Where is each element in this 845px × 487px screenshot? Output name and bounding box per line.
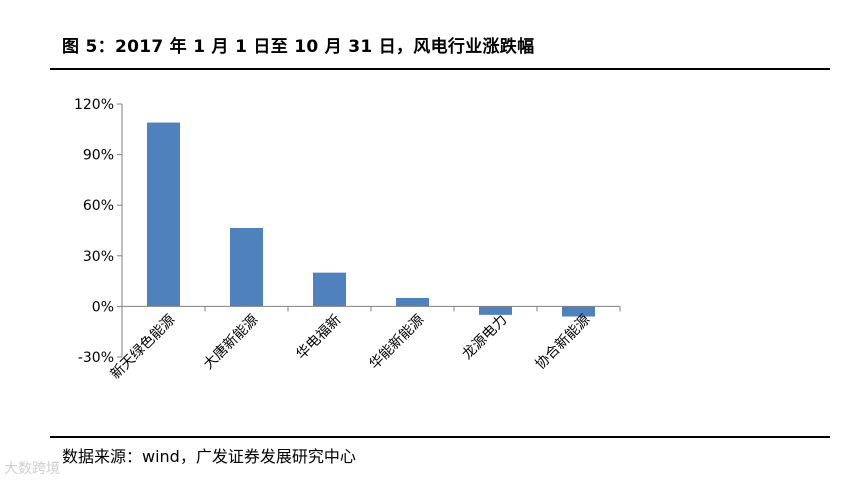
y-tick-label: 30% [83,249,114,265]
y-tick-label: 90% [83,148,114,164]
axes [121,104,621,357]
source-divider [50,436,830,438]
chart-title: 图 5：2017 年 1 月 1 日至 10 月 31 日，风电行业涨跌幅 [62,37,535,57]
y-tick-label: 60% [83,198,114,214]
bar-2 [230,227,263,307]
bars [147,122,595,317]
bar-5 [479,306,512,315]
title-divider [50,68,830,70]
bar-4 [396,297,429,307]
y-axis-ticks: -30% 0% 30% 60% 90% 120% [74,97,122,366]
bar-1 [147,122,180,307]
category-label: 华电福新 [293,312,344,363]
category-label: 协合新能源 [533,312,594,373]
category-label: 新天绿色能源 [107,311,178,382]
category-label: 大唐新能源 [200,311,262,373]
bar-6 [562,306,595,317]
watermark-logo: 大数跨境 [4,461,60,477]
y-tick-label: -30% [78,350,114,366]
bar-chart: -30% 0% 30% 60% 90% 120% 新天绿色能源 大唐新能源 华电福新 华能新能源… [74,97,621,383]
category-label: 华能新能源 [367,312,428,373]
category-label: 龙源电力 [459,312,510,363]
y-tick-label: 120% [74,97,114,113]
y-tick-label: 0% [92,299,114,315]
bar-3 [313,272,346,307]
category-labels: 新天绿色能源 大唐新能源 华电福新 华能新能源 龙源电力 协合新能源 [107,311,593,382]
data-source-note: 数据来源：wind，广发证券发展研究中心 [62,447,356,466]
